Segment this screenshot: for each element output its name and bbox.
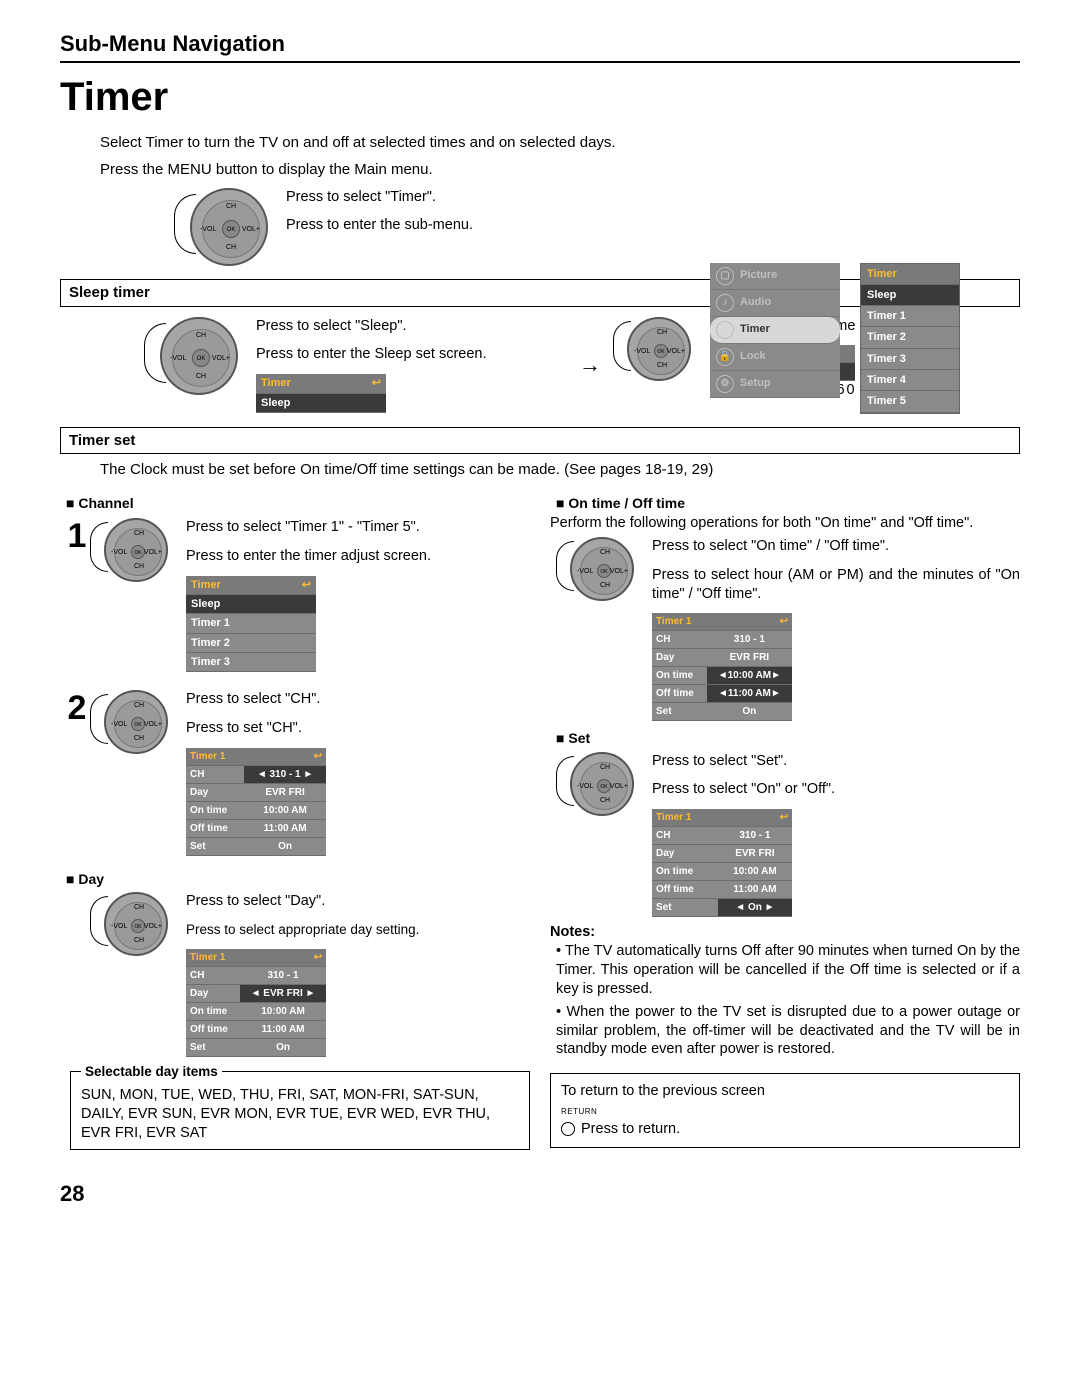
osd-timer1-day: Timer 1↩ CH310 - 1 Day◄ EVR FRI ► On tim… <box>186 949 326 1057</box>
remote-dial-icon: OK CHCH-VOLVOL+ <box>104 690 168 754</box>
intro-line-2: Press the MENU button to display the Mai… <box>100 160 1020 180</box>
return-button-icon <box>561 1122 575 1136</box>
osd-timer1-ch: Timer 1↩ CH◄ 310 - 1 ► DayEVR FRI On tim… <box>186 748 326 856</box>
arrow-right-icon: → <box>579 351 601 380</box>
osd-timer-list: Timer Sleep Timer 1 Timer 2 Timer 3 Time… <box>860 263 960 414</box>
remote-dial-icon: OK CHCH-VOLVOL+ <box>570 537 634 601</box>
remote-dial-icon: OK CHCH-VOLVOL+ <box>627 317 691 381</box>
top-instr-2: Press to enter the sub-menu. <box>286 216 473 235</box>
remote-dial-icon: OK CHCH -VOLVOL+ <box>190 188 268 266</box>
selectable-days-box: Selectable day items SUN, MON, TUE, WED,… <box>70 1063 530 1150</box>
osd-main-menu: ▢Picture ♪Audio Timer 🔒Lock ⚙Setup <box>710 263 840 398</box>
osd-timer1-ontime: Timer 1↩ CH310 - 1 DayEVR FRI On time◄10… <box>652 613 792 721</box>
top-instr-1: Press to select "Timer". <box>286 188 473 207</box>
remote-dial-icon: OK CHCH-VOLVOL+ <box>570 752 634 816</box>
breadcrumb: Sub-Menu Navigation <box>60 30 1020 59</box>
remote-dial-icon: OK CHCH-VOLVOL+ <box>104 518 168 582</box>
subhead-ontime: On time / Off time <box>556 494 1020 512</box>
osd-timer1-set: Timer 1↩ CH310 - 1 DayEVR FRI On time10:… <box>652 809 792 917</box>
divider <box>60 61 1020 63</box>
page-number: 28 <box>60 1180 1020 1209</box>
subhead-day: Day <box>66 870 530 888</box>
subhead-channel: Channel <box>66 494 530 512</box>
osd-sleep-left: Timer↩ Sleep <box>256 374 386 413</box>
subhead-set: Set <box>556 729 1020 747</box>
page-title: Timer <box>60 71 1020 123</box>
osd-timer-select: Timer↩ Sleep Timer 1 Timer 2 Timer 3 <box>186 576 316 672</box>
remote-dial-icon: OK CHCH-VOLVOL+ <box>160 317 238 395</box>
return-box: To return to the previous screen RETURN … <box>550 1073 1020 1148</box>
intro-line-1: Select Timer to turn the TV on and off a… <box>100 133 1020 153</box>
notes-block: Notes: The TV automatically turns Off af… <box>550 923 1020 1059</box>
section-timerset: Timer set <box>60 427 1020 455</box>
remote-dial-icon: OK CHCH-VOLVOL+ <box>104 892 168 956</box>
clock-note: The Clock must be set before On time/Off… <box>100 460 1020 480</box>
